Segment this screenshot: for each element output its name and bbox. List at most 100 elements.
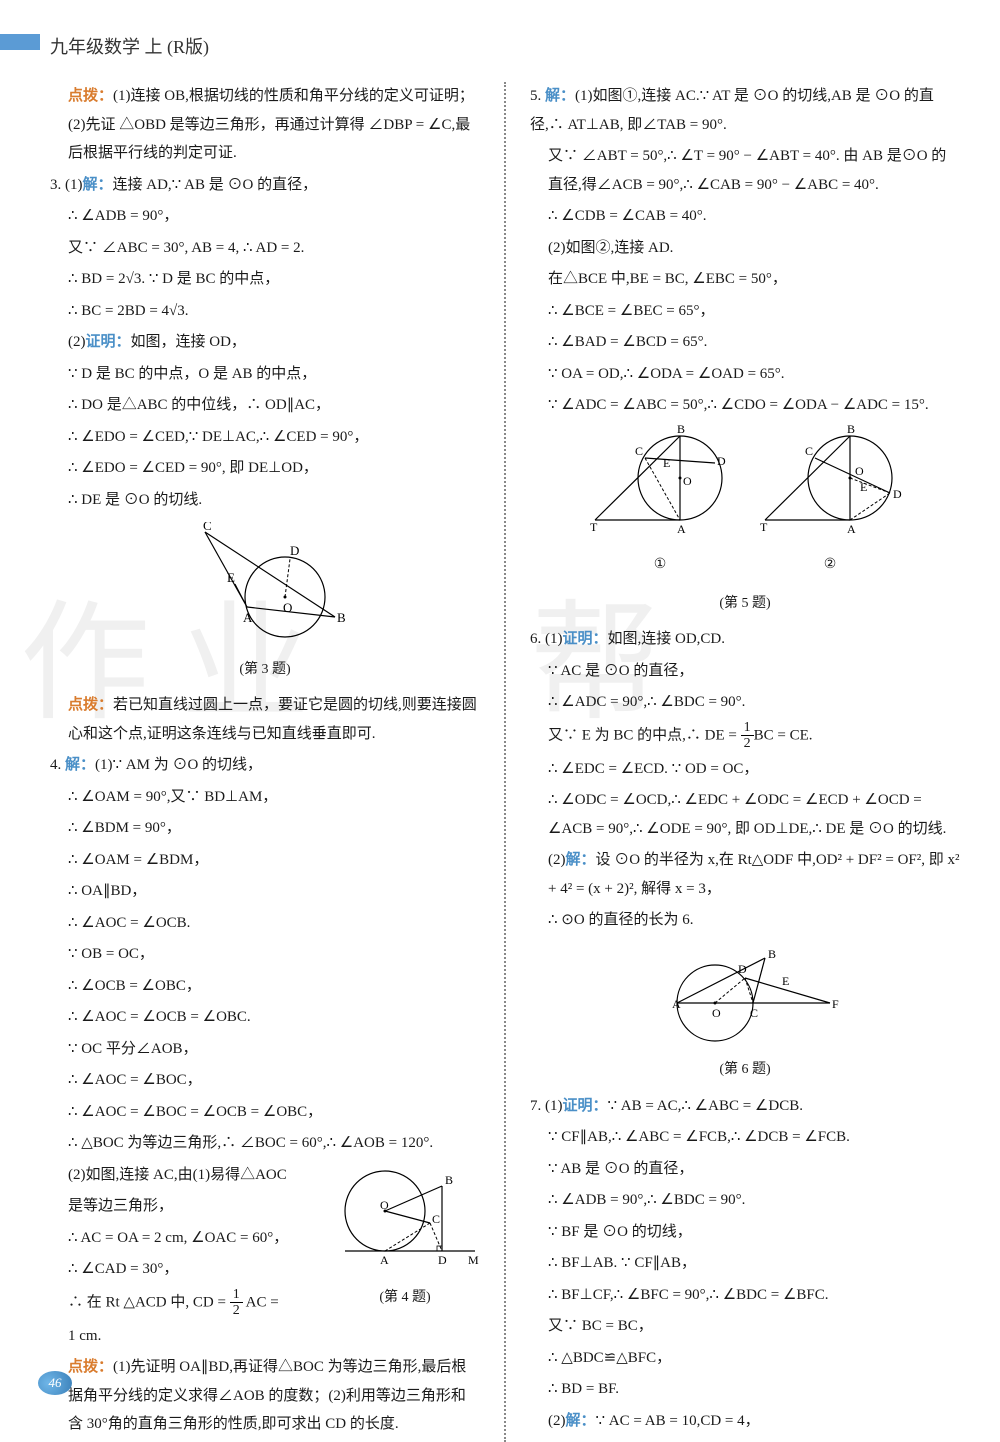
svg-text:D: D — [893, 487, 902, 501]
p5a: (1)如图①,连接 AC.∵ AT 是 ⊙O 的切线,AB 是 ⊙O 的直径,∴… — [530, 88, 934, 133]
hint-4: 点拨：(1)先证明 OA∥BD,再证得△BOC 为等边三角形,最后根据角平分线的… — [50, 1353, 480, 1439]
fig5-num2: ② — [755, 552, 905, 579]
problem-4-start: 4. 解：(1)∵ AM 为 ⊙O 的切线， — [50, 751, 480, 780]
p3f-line: (2)证明：如图，连接 OD， — [50, 328, 480, 357]
sol-label: 解： — [83, 177, 113, 193]
p4g: ∵ OB = OC， — [50, 940, 480, 969]
p4o: 是等边三角形， — [50, 1192, 322, 1221]
p4r: ∴ 在 Rt △ACD 中, CD = — [68, 1294, 230, 1310]
p6e: ∴ ∠EDC = ∠ECD. ∵ OD = OC， — [530, 755, 960, 784]
p7h: 又∵ BC = BC， — [530, 1312, 960, 1341]
p6b: ∵ AC 是 ⊙O 的直径， — [530, 657, 960, 686]
p3d: ∴ BD = 2√3. ∵ D 是 BC 的中点， — [50, 265, 480, 294]
column-divider — [504, 82, 506, 1441]
sol-label-4: 解： — [65, 757, 95, 773]
svg-text:O: O — [855, 464, 864, 478]
p4-part2-with-fig: (2)如图,连接 AC,由(1)易得△AOC 是等边三角形， ∴ AC = OA… — [50, 1161, 480, 1322]
frac-half-6: 12 — [741, 720, 754, 752]
svg-text:A: A — [847, 522, 856, 536]
svg-text:A: A — [380, 1253, 389, 1267]
svg-text:B: B — [847, 423, 855, 436]
figure-3-svg: C D E A O B — [175, 522, 355, 642]
hint4-text: (1)先证明 OA∥BD,再证得△BOC 为等边三角形,最后根据角平分线的定义求… — [68, 1359, 466, 1432]
p6a: 如图,连接 OD,CD. — [608, 631, 726, 647]
svg-text:F: F — [832, 997, 839, 1011]
figure-6-svg: A O C D B E F — [650, 943, 840, 1043]
figure-5a: B C E D O T A ① — [585, 423, 735, 587]
p5g: ∴ ∠BAD = ∠BCD = 65°. — [530, 328, 960, 357]
p4d: ∴ ∠OAM = ∠BDM， — [50, 846, 480, 875]
p6d2: BC = CE. — [754, 727, 813, 743]
svg-text:D: D — [717, 454, 726, 468]
p3j: ∴ ∠EDO = ∠CED,∵ DE⊥AC,∴ ∠CED = 90°， — [50, 423, 480, 452]
p7k-line: (2)解：∵ AC = AB = 10,CD = 4， — [530, 1407, 960, 1436]
p6g: (2) — [548, 852, 566, 868]
p3b: ∴ ∠ADB = 90°， — [50, 202, 480, 231]
p5d: (2)如图②,连接 AD. — [530, 234, 960, 263]
p5f: ∴ ∠BCE = ∠BEC = 65°， — [530, 297, 960, 326]
p3-num: 3. (1) — [50, 177, 83, 193]
proof-label-7: 证明： — [563, 1098, 608, 1114]
figure-4: O B C A D M (第 4 题) — [330, 1161, 480, 1320]
p4c: ∴ ∠BDM = 90°， — [50, 814, 480, 843]
p4h: ∴ ∠OCB = ∠OBC， — [50, 972, 480, 1001]
problem-7-start: 7. (1)证明：∵ AB = AC,∴ ∠ABC = ∠DCB. — [530, 1092, 960, 1121]
p4r-line: ∴ 在 Rt △ACD 中, CD = 12 AC = — [50, 1287, 322, 1319]
p3a: 连接 AD,∵ AB 是 ⊙O 的直径， — [113, 177, 318, 193]
fig4-caption: (第 4 题) — [330, 1285, 480, 1312]
p3f: (2) — [68, 334, 86, 350]
svg-text:A: A — [243, 610, 253, 625]
svg-text:D: D — [290, 543, 299, 558]
proof-label: 证明： — [86, 334, 131, 350]
p3k: ∴ ∠EDO = ∠CED = 90°, 即 DE⊥OD， — [50, 454, 480, 483]
p7a: ∵ AB = AC,∴ ∠ABC = ∠DCB. — [608, 1098, 803, 1114]
p3c: 又∵ ∠ABC = 30°, AB = 4, ∴ AD = 2. — [50, 234, 480, 263]
p4m: ∴ △BOC 为等边三角形,∴ ∠BOC = 60°,∴ ∠AOB = 120°… — [50, 1129, 480, 1158]
svg-text:E: E — [663, 456, 670, 470]
hint-text: (1)连接 OB,根据切线的性质和角平分线的定义可证明；(2)先证 △OBD 是… — [68, 88, 474, 161]
figure-5b-svg: B C O E D T A — [755, 423, 905, 538]
p7g: ∴ BF⊥CF,∴ ∠BFC = 90°,∴ ∠BDC = ∠BFC. — [530, 1281, 960, 1310]
svg-text:T: T — [590, 520, 598, 534]
p6h: 设 ⊙O 的半径为 x,在 Rt△ODF 中,OD² + DF² = OF², … — [548, 852, 960, 897]
p4b: ∴ ∠OAM = 90°,又∵ BD⊥AM， — [50, 783, 480, 812]
svg-text:C: C — [203, 522, 212, 533]
svg-text:A: A — [677, 522, 686, 536]
svg-text:C: C — [805, 444, 813, 458]
sol-label-6: 解： — [566, 852, 596, 868]
p7-num: 7. (1) — [530, 1098, 563, 1114]
svg-text:O: O — [683, 474, 692, 488]
p5-num: 5. — [530, 88, 545, 104]
hint-label-3: 点拨： — [68, 697, 113, 713]
p6-num: 6. (1) — [530, 631, 563, 647]
p7i: ∴ △BDC≌△BFC， — [530, 1344, 960, 1373]
proof-label-6: 证明： — [563, 631, 608, 647]
header-accent-bar — [0, 34, 40, 50]
p5b: 又∵ ∠ABT = 50°,∴ ∠T = 90° − ∠ABT = 40°. 由… — [530, 142, 960, 199]
p7b: ∵ CF∥AB,∴ ∠ABC = ∠FCB,∴ ∠DCB = ∠FCB. — [530, 1123, 960, 1152]
p4s: 1 cm. — [50, 1322, 480, 1351]
svg-text:E: E — [227, 570, 235, 585]
p6f: ∴ ∠ODC = ∠OCD,∴ ∠EDC + ∠ODC = ∠ECD + ∠OC… — [530, 786, 960, 843]
fig6-caption: (第 6 题) — [530, 1057, 960, 1084]
hint3-text: 若已知直线过圆上一点，要证它是圆的切线,则要连接圆心和这个点,证明这条连线与已知… — [68, 697, 477, 742]
p7d: ∴ ∠ADB = 90°,∴ ∠BDC = 90°. — [530, 1186, 960, 1215]
right-column: 5. 解： (1)如图①,连接 AC.∵ AT 是 ⊙O 的切线,AB 是 ⊙O … — [530, 82, 960, 1441]
sol-label-7: 解： — [566, 1413, 596, 1429]
svg-text:D: D — [438, 1253, 447, 1267]
p5i: ∵ ∠ADC = ∠ABC = 50°,∴ ∠CDO = ∠ODA − ∠ADC… — [530, 391, 960, 420]
hint-1: 点拨：(1)连接 OB,根据切线的性质和角平分线的定义可证明；(2)先证 △OB… — [50, 82, 480, 168]
svg-text:B: B — [337, 610, 346, 625]
figure-4-svg: O B C A D M — [330, 1161, 480, 1271]
p7f: ∴ BF⊥AB. ∵ CF∥AB， — [530, 1249, 960, 1278]
page-header: 九年级数学 上 (R版) — [50, 30, 960, 64]
svg-text:M: M — [468, 1253, 479, 1267]
svg-text:O: O — [283, 600, 292, 615]
p3i: ∴ DO 是△ABC 的中位线，∴ OD∥AC， — [50, 391, 480, 420]
fig5-caption: (第 5 题) — [530, 591, 960, 618]
p4q: ∴ ∠CAD = 30°， — [50, 1255, 322, 1284]
figure-3: C D E A O B (第 3 题) — [50, 522, 480, 683]
svg-text:D: D — [738, 962, 747, 976]
p6c: ∴ ∠ADC = 90°,∴ ∠BDC = 90°. — [530, 688, 960, 717]
p3l: ∴ DE 是 ⊙O 的切线. — [50, 486, 480, 515]
